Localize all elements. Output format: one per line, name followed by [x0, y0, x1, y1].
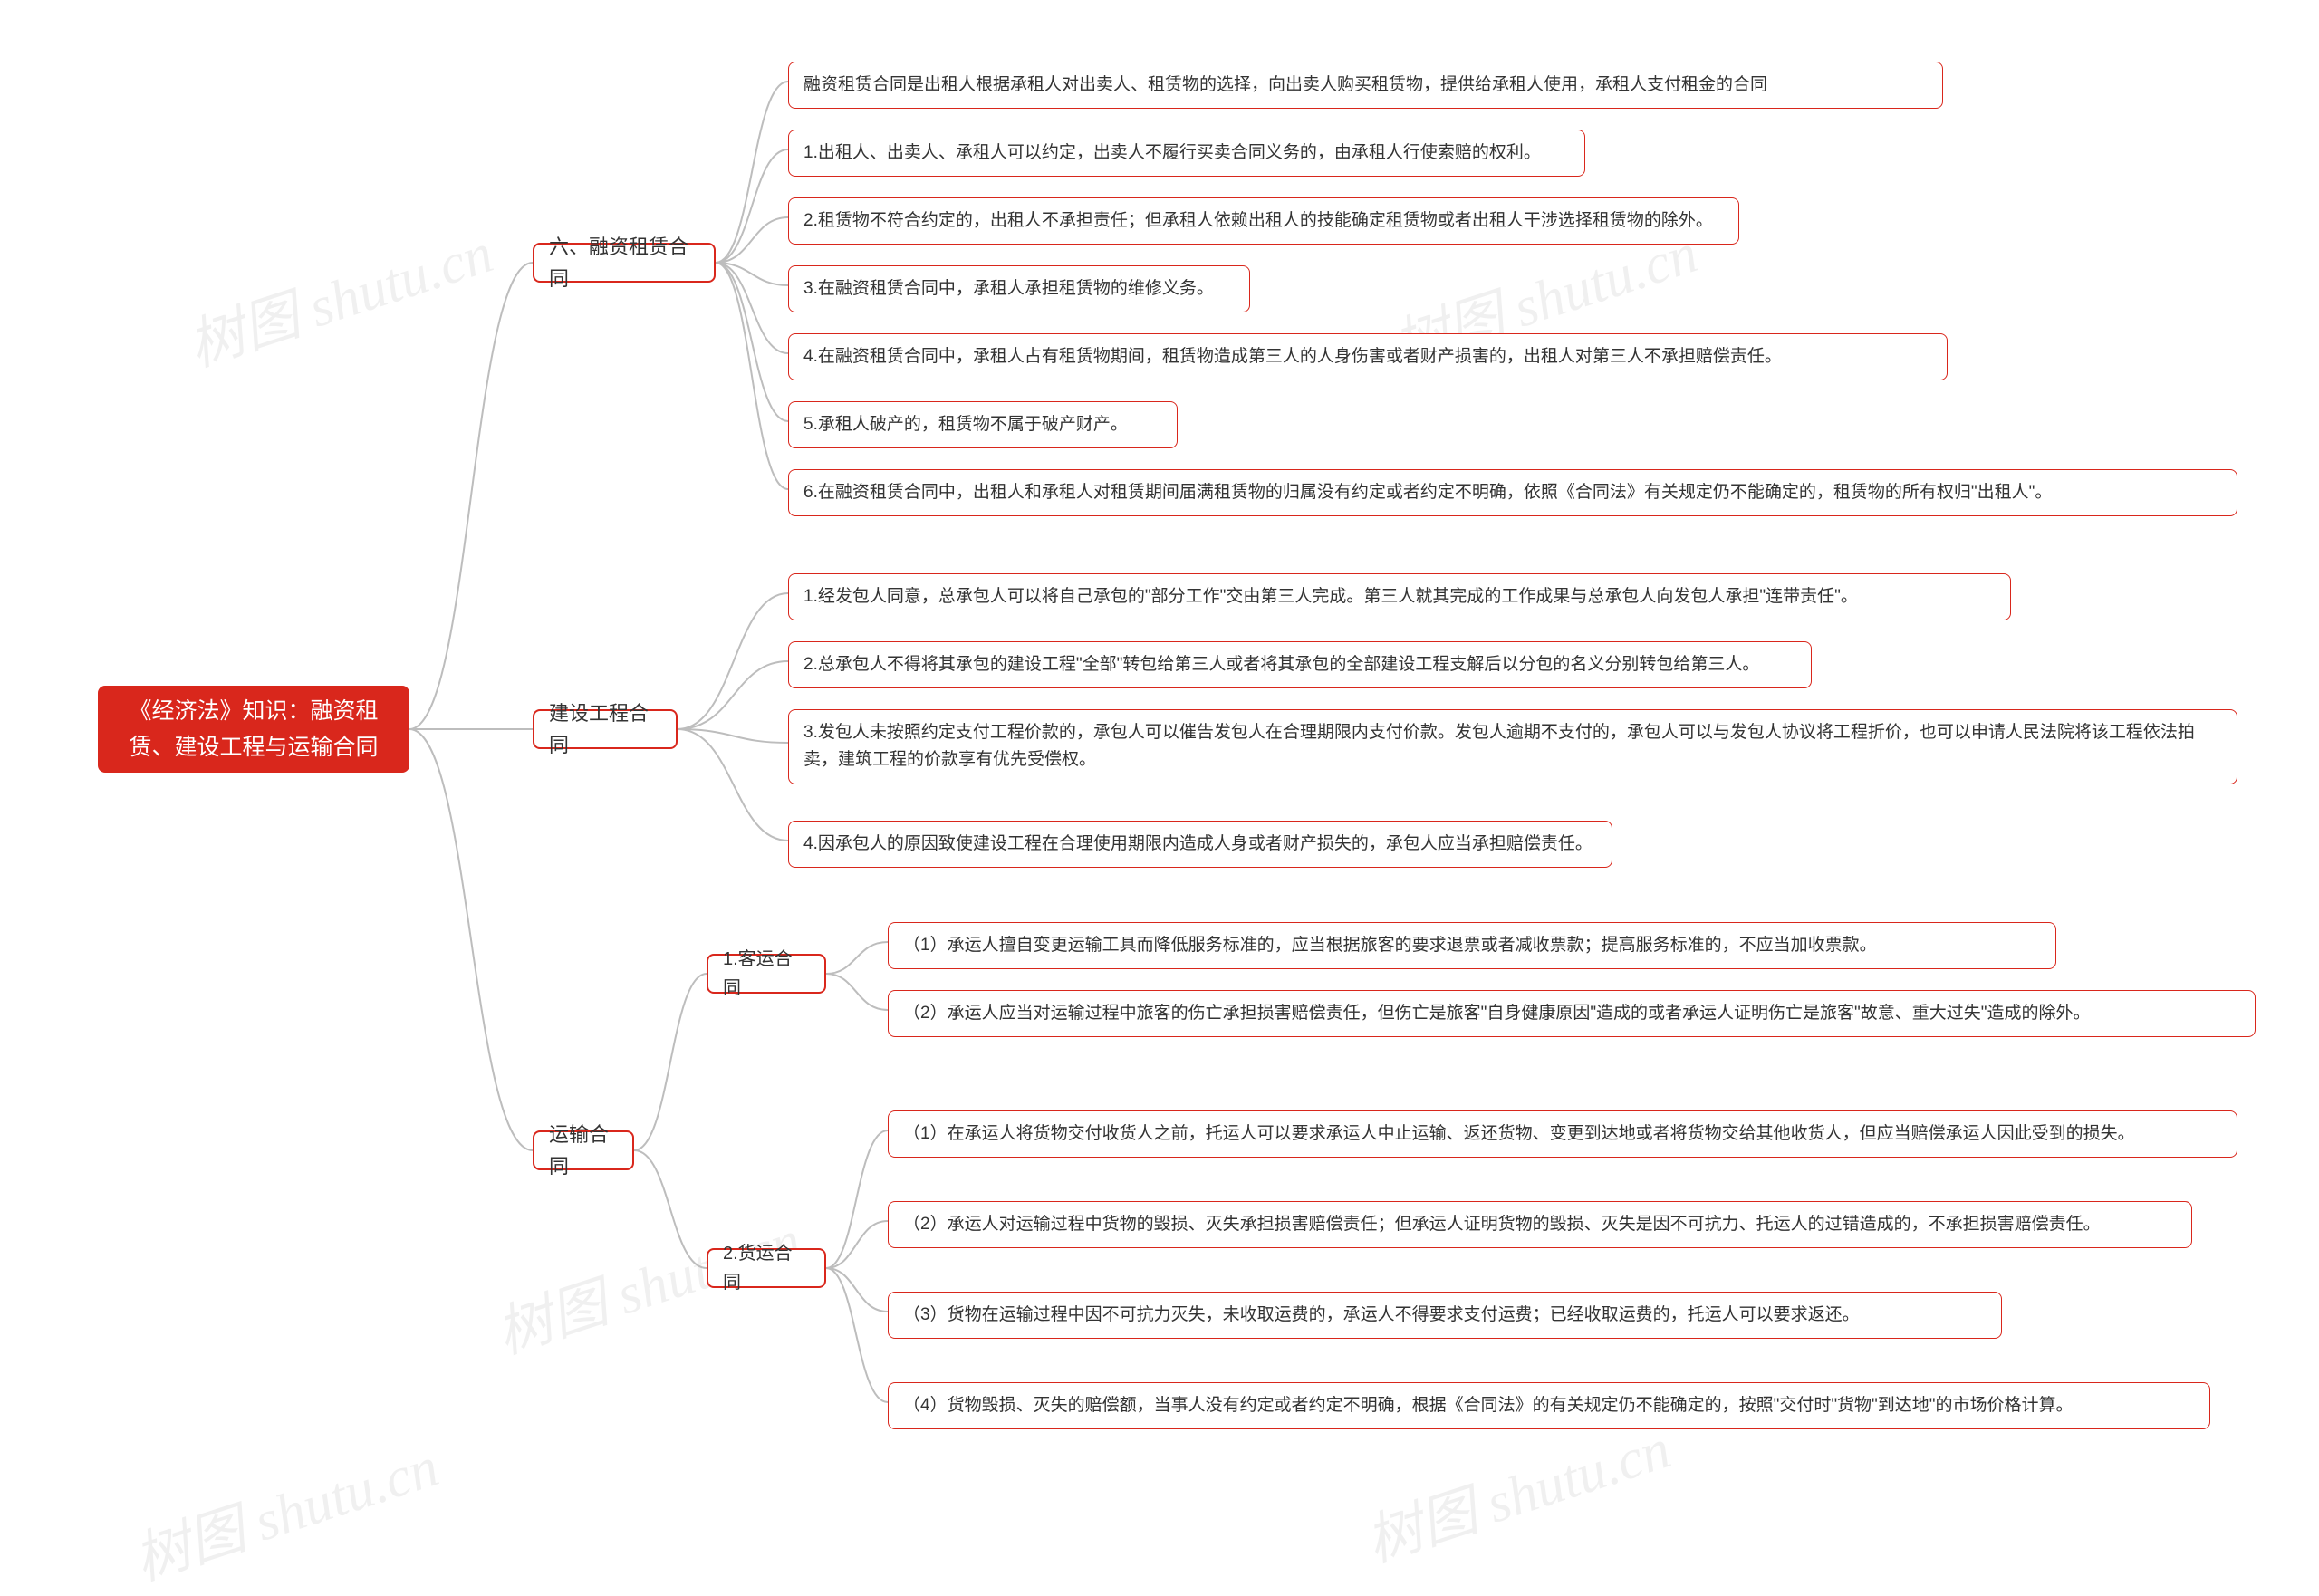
branch-label: 运输合同	[549, 1119, 618, 1182]
leaf-text: 3.在融资租赁合同中，承租人承担租赁物的维修义务。	[803, 275, 1214, 303]
leaf-node[interactable]: 4.在融资租赁合同中，承租人占有租赁物期间，租赁物造成第三人的人身伤害或者财产损…	[788, 333, 1948, 380]
branch-passenger-transport[interactable]: 1.客运合同	[707, 954, 826, 994]
leaf-text: 融资租赁合同是出租人根据承租人对出卖人、租赁物的选择，向出卖人购买租赁物，提供给…	[803, 72, 1767, 99]
leaf-node[interactable]: 5.承租人破产的，租赁物不属于破产财产。	[788, 401, 1178, 448]
branch-transport[interactable]: 运输合同	[533, 1130, 634, 1170]
branch-construction[interactable]: 建设工程合同	[533, 709, 678, 749]
watermark: 树图 shutu.cn	[177, 207, 502, 381]
branch-financing-lease[interactable]: 六、融资租赁合同	[533, 243, 716, 283]
leaf-node[interactable]: （2）承运人对运输过程中货物的毁损、灭失承担损害赔偿责任；但承运人证明货物的毁损…	[888, 1201, 2192, 1248]
leaf-node[interactable]: 1.出租人、出卖人、承租人可以约定，出卖人不履行买卖合同义务的，由承租人行使索赔…	[788, 130, 1585, 177]
leaf-text: 4.因承包人的原因致使建设工程在合理使用期限内造成人身或者财产损失的，承包人应当…	[803, 831, 1593, 858]
leaf-text: 2.租赁物不符合约定的，出租人不承担责任；但承租人依赖出租人的技能确定租赁物或者…	[803, 207, 1713, 235]
leaf-node[interactable]: 3.发包人未按照约定支付工程价款的，承包人可以催告发包人在合理期限内支付价款。发…	[788, 709, 2237, 784]
leaf-text: 1.经发包人同意，总承包人可以将自己承包的"部分工作"交由第三人完成。第三人就其…	[803, 583, 1858, 611]
leaf-node[interactable]: 6.在融资租赁合同中，出租人和承租人对租赁期间届满租赁物的归属没有约定或者约定不…	[788, 469, 2237, 516]
leaf-node[interactable]: 4.因承包人的原因致使建设工程在合理使用期限内造成人身或者财产损失的，承包人应当…	[788, 821, 1612, 868]
leaf-node[interactable]: （1）在承运人将货物交付收货人之前，托运人可以要求承运人中止运输、返还货物、变更…	[888, 1110, 2237, 1158]
leaf-text: 4.在融资租赁合同中，承租人占有租赁物期间，租赁物造成第三人的人身伤害或者财产损…	[803, 343, 1782, 370]
leaf-text: （1）承运人擅自变更运输工具而降低服务标准的，应当根据旅客的要求退票或者减收票款…	[903, 932, 1877, 959]
leaf-text: 2.总承包人不得将其承包的建设工程"全部"转包给第三人或者将其承包的全部建设工程…	[803, 651, 1759, 678]
leaf-node[interactable]: 2.总承包人不得将其承包的建设工程"全部"转包给第三人或者将其承包的全部建设工程…	[788, 641, 1812, 688]
leaf-node[interactable]: （4）货物毁损、灭失的赔偿额，当事人没有约定或者约定不明确，根据《合同法》的有关…	[888, 1382, 2210, 1429]
leaf-text: 5.承租人破产的，租赁物不属于破产财产。	[803, 411, 1128, 438]
leaf-node[interactable]: （3）货物在运输过程中因不可抗力灭失，未收取运费的，承运人不得要求支付运费；已经…	[888, 1292, 2002, 1339]
leaf-node[interactable]: 1.经发包人同意，总承包人可以将自己承包的"部分工作"交由第三人完成。第三人就其…	[788, 573, 2011, 620]
branch-label: 1.客运合同	[723, 945, 810, 1003]
leaf-text: （2）承运人对运输过程中货物的毁损、灭失承担损害赔偿责任；但承运人证明货物的毁损…	[903, 1211, 2101, 1238]
branch-label: 2.货运合同	[723, 1239, 810, 1297]
branch-label: 建设工程合同	[549, 697, 661, 761]
leaf-text: 6.在融资租赁合同中，出租人和承租人对租赁期间届满租赁物的归属没有约定或者约定不…	[803, 479, 2052, 506]
root-node[interactable]: 《经济法》知识：融资租赁、建设工程与运输合同	[98, 686, 409, 773]
leaf-text: （3）货物在运输过程中因不可抗力灭失，未收取运费的，承运人不得要求支付运费；已经…	[903, 1302, 1860, 1329]
leaf-text: 1.出租人、出卖人、承租人可以约定，出卖人不履行买卖合同义务的，由承租人行使索赔…	[803, 139, 1541, 167]
root-label: 《经济法》知识：融资租赁、建设工程与运输合同	[112, 693, 395, 765]
leaf-node[interactable]: （1）承运人擅自变更运输工具而降低服务标准的，应当根据旅客的要求退票或者减收票款…	[888, 922, 2056, 969]
leaf-text: （1）在承运人将货物交付收货人之前，托运人可以要求承运人中止运输、返还货物、变更…	[903, 1120, 2135, 1148]
leaf-text: （4）货物毁损、灭失的赔偿额，当事人没有约定或者约定不明确，根据《合同法》的有关…	[903, 1392, 2074, 1419]
leaf-text: 3.发包人未按照约定支付工程价款的，承包人可以催告发包人在合理期限内支付价款。发…	[803, 719, 2222, 774]
leaf-node[interactable]: 3.在融资租赁合同中，承租人承担租赁物的维修义务。	[788, 265, 1250, 312]
watermark: 树图 shutu.cn	[122, 1420, 447, 1595]
leaf-node[interactable]: （2）承运人应当对运输过程中旅客的伤亡承担损害赔偿责任，但伤亡是旅客"自身健康原…	[888, 990, 2256, 1037]
branch-label: 六、融资租赁合同	[549, 231, 699, 294]
leaf-text: （2）承运人应当对运输过程中旅客的伤亡承担损害赔偿责任，但伤亡是旅客"自身健康原…	[903, 1000, 2091, 1027]
leaf-node[interactable]: 融资租赁合同是出租人根据承租人对出卖人、租赁物的选择，向出卖人购买租赁物，提供给…	[788, 62, 1943, 109]
branch-freight-transport[interactable]: 2.货运合同	[707, 1248, 826, 1288]
leaf-node[interactable]: 2.租赁物不符合约定的，出租人不承担责任；但承租人依赖出租人的技能确定租赁物或者…	[788, 197, 1739, 245]
